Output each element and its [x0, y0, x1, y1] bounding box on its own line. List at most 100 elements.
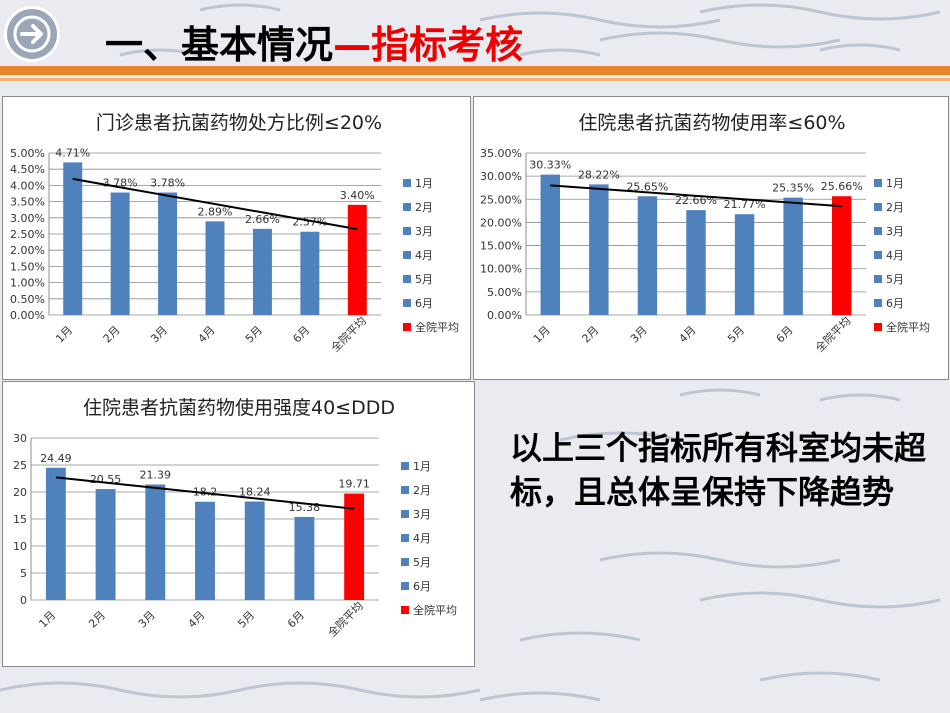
- data-label: 21.77%: [724, 198, 766, 211]
- legend-swatch: [401, 510, 409, 518]
- legend-swatch: [403, 179, 411, 187]
- y-tick-label: 4.00%: [10, 179, 45, 192]
- legend-label: 3月: [886, 225, 904, 238]
- chart-title: 住院患者抗菌药物使用强度40≤DDD: [83, 397, 395, 419]
- bar: [589, 184, 609, 315]
- bar: [195, 501, 215, 600]
- outpatient-rate-chart: 门诊患者抗菌药物处方比例≤20% 0.00% 0.50% 1.00% 1.50% 2.00…: [2, 96, 471, 380]
- x-tick-label: 全院平均: [325, 599, 366, 640]
- data-label: 19.71: [338, 478, 370, 491]
- y-tick-label: 3.50%: [10, 196, 45, 209]
- y-tick-label: 20: [13, 486, 27, 499]
- x-tick-label: 6月: [285, 609, 307, 631]
- chart-title: 门诊患者抗菌药物处方比例≤20%: [96, 112, 382, 134]
- bar: [252, 228, 272, 315]
- y-tick-label: 3.00%: [10, 212, 45, 225]
- x-tick-label: 4月: [677, 324, 699, 346]
- bar: [45, 467, 66, 600]
- bar: [347, 204, 367, 315]
- title-main: 一、基本情况: [105, 23, 334, 67]
- bar: [205, 221, 225, 315]
- y-tick-label: 5.00%: [10, 147, 45, 160]
- legend-label: 1月: [886, 177, 904, 190]
- header-divider: [0, 78, 950, 81]
- legend-swatch: [403, 275, 411, 283]
- bar: [783, 197, 803, 315]
- legend-swatch: [401, 462, 409, 470]
- next-arrow-button[interactable]: [4, 6, 60, 62]
- data-label: 25.65%: [626, 180, 668, 193]
- bar: [540, 174, 560, 315]
- legend-swatch: [401, 558, 409, 566]
- y-tick-label: 10.00%: [480, 263, 522, 276]
- chart-title: 住院患者抗菌药物使用率≤60%: [578, 112, 845, 134]
- legend-swatch: [874, 275, 882, 283]
- y-tick-label: 30: [13, 432, 27, 445]
- data-label: 2.66%: [245, 213, 280, 226]
- data-label: 24.49: [40, 452, 72, 465]
- y-tick-label: 0: [20, 594, 27, 607]
- data-label: 28.22%: [578, 168, 620, 181]
- x-tick-label: 3月: [136, 609, 158, 631]
- y-tick-label: 0.00%: [10, 309, 45, 322]
- x-tick-label: 4月: [196, 324, 218, 346]
- y-tick-label: 2.00%: [10, 244, 45, 257]
- legend-swatch: [401, 534, 409, 542]
- legend-swatch: [874, 299, 882, 307]
- legend-label: 4月: [413, 532, 431, 545]
- bar: [734, 214, 755, 315]
- legend-label: 全院平均: [415, 320, 459, 334]
- data-label: 2.89%: [198, 205, 233, 218]
- bar: [63, 162, 83, 315]
- bar: [294, 516, 315, 600]
- legend-label: 4月: [886, 249, 904, 262]
- y-tick-label: 1.00%: [10, 277, 45, 290]
- y-tick-label: 25: [13, 459, 27, 472]
- legend-label: 4月: [415, 249, 433, 262]
- y-tick-label: 30.00%: [480, 170, 522, 183]
- bar: [637, 196, 658, 315]
- legend-swatch: [403, 227, 411, 235]
- bar: [110, 192, 130, 315]
- data-label: 25.66%: [821, 180, 863, 193]
- legend-label: 3月: [413, 508, 431, 521]
- y-tick-label: 5: [20, 567, 27, 580]
- legend-swatch: [401, 486, 409, 494]
- legend-swatch: [401, 606, 409, 614]
- legend-label: 全院平均: [886, 320, 930, 334]
- x-tick-label: 4月: [186, 609, 208, 631]
- y-tick-label: 20.00%: [480, 216, 522, 229]
- legend-swatch: [403, 203, 411, 211]
- data-label: 3.78%: [150, 177, 185, 190]
- x-tick-label: 2月: [579, 324, 601, 346]
- legend-swatch: [401, 582, 409, 590]
- legend-label: 5月: [413, 556, 431, 569]
- data-label: 4.71%: [55, 146, 90, 159]
- legend-swatch: [403, 323, 411, 331]
- data-label: 30.33%: [529, 159, 571, 172]
- legend-label: 2月: [886, 201, 904, 214]
- x-tick-label: 3月: [628, 324, 650, 346]
- y-tick-label: 35.00%: [480, 147, 522, 160]
- data-label: 18.24: [239, 486, 271, 499]
- trend-line: [550, 184, 842, 208]
- legend-label: 6月: [415, 297, 433, 310]
- y-tick-label: 10: [13, 540, 27, 553]
- trend-line: [55, 476, 355, 510]
- x-tick-label: 5月: [243, 324, 265, 346]
- x-tick-label: 全院平均: [328, 314, 369, 355]
- summary-text: 以上三个指标所有科室均未超标，且总体呈保持下降趋势: [510, 429, 927, 511]
- legend-swatch: [874, 179, 882, 187]
- bar: [145, 484, 166, 600]
- x-tick-label: 6月: [290, 324, 312, 346]
- x-tick-label: 1月: [36, 609, 58, 631]
- y-tick-label: 5.00%: [487, 286, 522, 299]
- page-title: 一、基本情况—指标考核: [105, 18, 523, 72]
- bar: [300, 231, 320, 315]
- y-tick-label: 0.00%: [487, 309, 522, 322]
- legend-label: 2月: [413, 484, 431, 497]
- inpatient-usage-rate-chart: 住院患者抗菌药物使用率≤60% 0.00% 5.00% 10.00% 15.00% 20.…: [473, 96, 949, 380]
- legend-label: 1月: [413, 460, 431, 473]
- x-tick-label: 5月: [725, 324, 747, 346]
